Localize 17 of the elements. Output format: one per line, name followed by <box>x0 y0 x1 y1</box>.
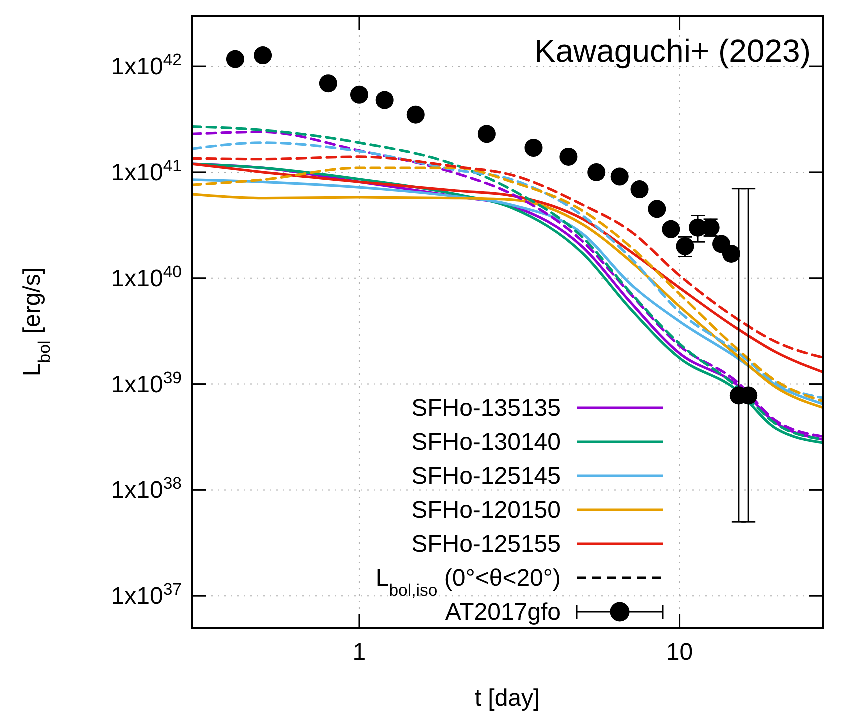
legend-label: AT2017gfo <box>445 599 561 626</box>
y-tick-label: 1x10$^{38}$ <box>111 474 182 504</box>
text: Kawaguchi+ (2023) <box>534 33 811 69</box>
x-tick-label: 1 <box>352 639 366 666</box>
y-tick-label: 1x10$^{39}$ <box>111 368 182 398</box>
y-tick-label: 1x10$^{41}$ <box>111 156 182 186</box>
legend-label: SFHo-130140 <box>412 429 561 456</box>
legend-label: SFHo-120150 <box>412 497 561 524</box>
legend-label: SFHo-125155 <box>412 531 561 558</box>
legend-label: SFHo-125145 <box>412 463 561 490</box>
x-tick-label: 10 <box>666 639 694 666</box>
legend-label: L$_{bol,iso}$ (0°<θ<20°) <box>376 565 561 600</box>
y-tick-label: 1x10$^{37}$ <box>111 580 182 610</box>
y-tick-label: 1x10$^{40}$ <box>111 262 182 292</box>
legend-label: SFHo-135135 <box>412 395 561 422</box>
y-tick-label: 1x10$^{42}$ <box>111 50 182 81</box>
x-axis-title: t [day] <box>474 685 540 712</box>
